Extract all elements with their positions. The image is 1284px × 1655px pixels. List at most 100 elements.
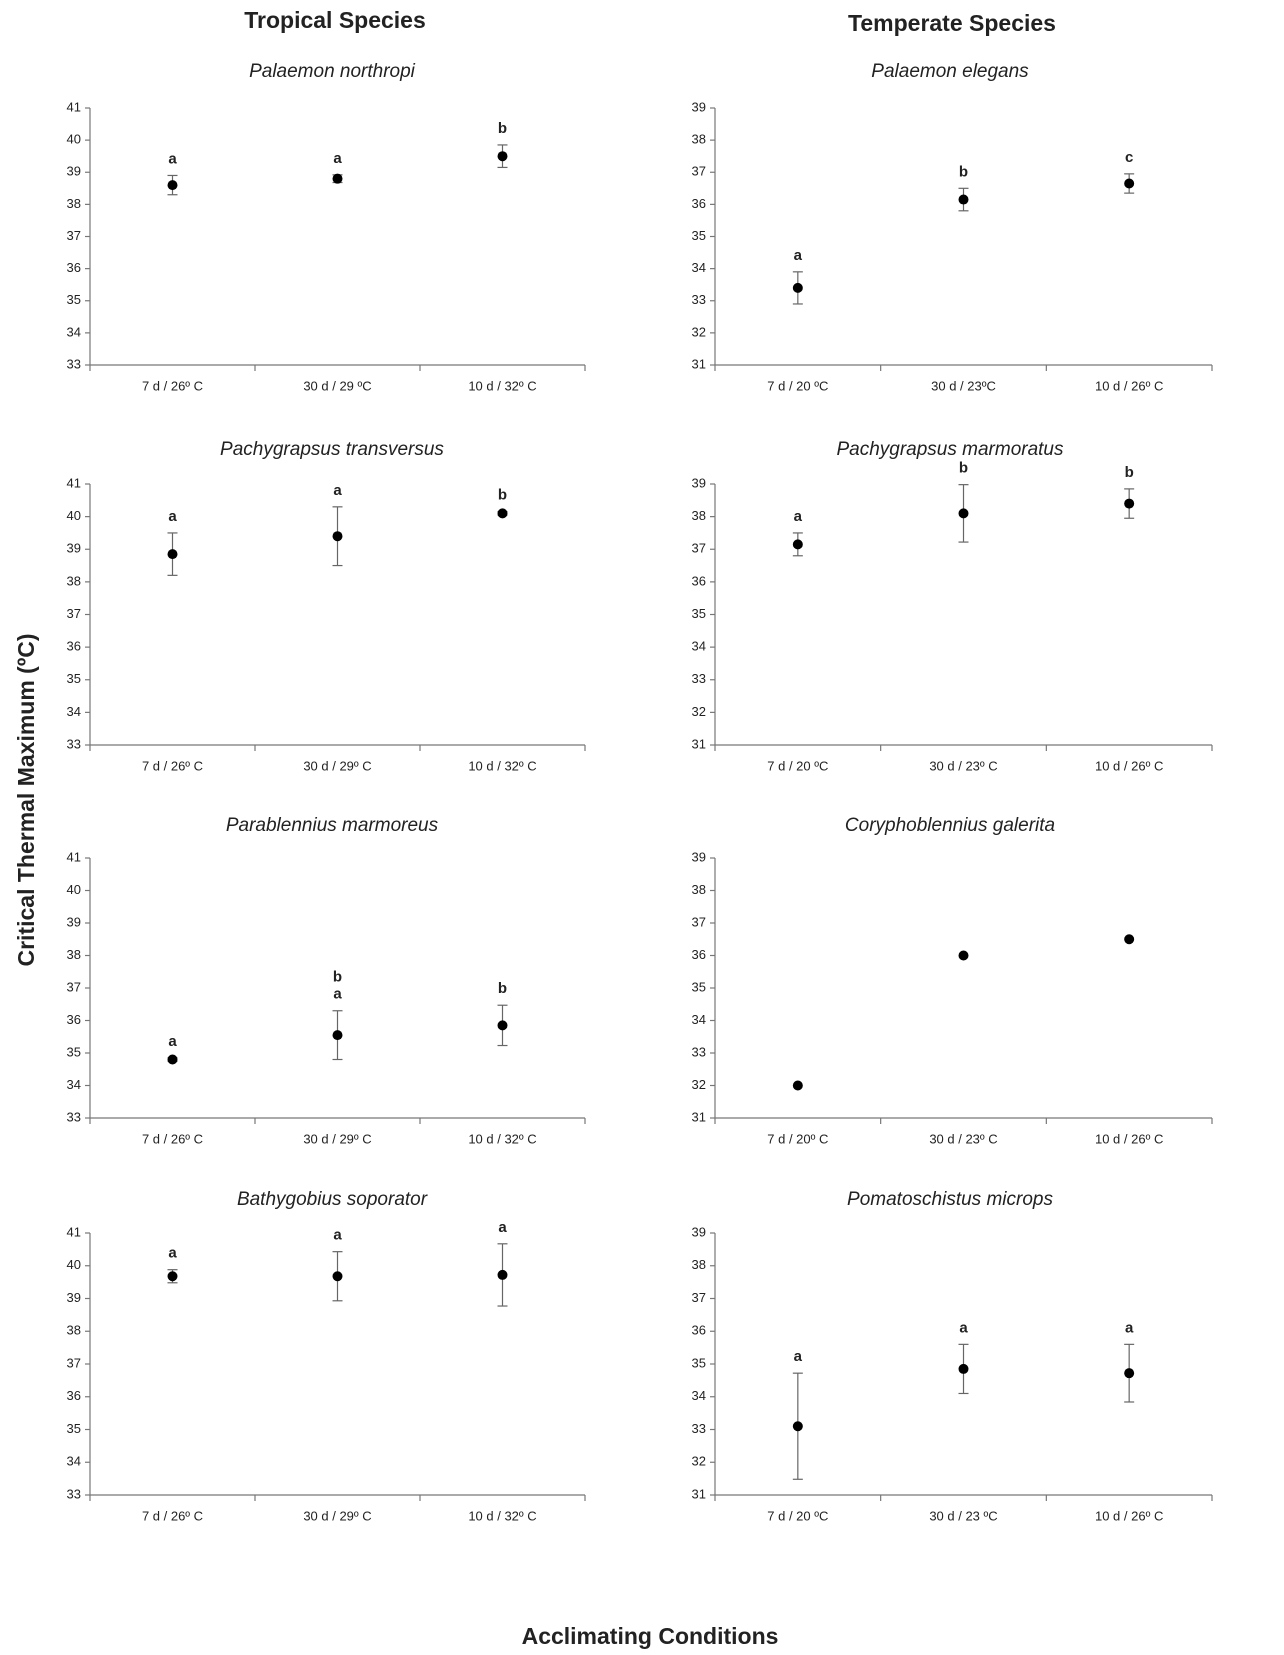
data-point [959, 508, 969, 518]
y-tick-label: 35 [67, 1421, 81, 1436]
y-tick-label: 32 [692, 1077, 706, 1092]
y-tick-label: 41 [67, 849, 81, 864]
x-tick-label: 10 d / 32º C [468, 378, 536, 393]
y-tick-label: 40 [67, 882, 81, 897]
x-tick-label: 30 d / 29º C [303, 758, 371, 773]
y-tick-label: 38 [692, 132, 706, 147]
data-point [498, 1020, 508, 1030]
x-tick-label: 30 d / 29 ºC [303, 378, 371, 393]
significance-letter: a [168, 508, 177, 525]
y-tick-label: 39 [692, 849, 706, 864]
y-tick-label: 39 [692, 99, 706, 114]
y-tick-label: 33 [692, 1044, 706, 1059]
significance-letter: a [333, 986, 342, 1003]
x-tick-label: 30 d / 23º C [929, 758, 997, 773]
y-tick-label: 32 [692, 1454, 706, 1469]
panel-title: Palaemon elegans [871, 61, 1029, 82]
y-tick-label: 38 [67, 196, 81, 211]
y-tick-label: 34 [692, 260, 706, 275]
significance-letter: a [794, 1348, 803, 1365]
significance-letter: b [498, 980, 507, 997]
data-point [1124, 934, 1134, 944]
panel-title: Coryphoblennius galerita [845, 815, 1055, 836]
y-tick-label: 34 [692, 1388, 706, 1403]
y-tick-label: 35 [692, 979, 706, 994]
y-tick-label: 31 [692, 1486, 706, 1501]
y-tick-label: 36 [692, 947, 706, 962]
y-tick-label: 39 [692, 475, 706, 490]
x-tick-label: 30 d / 23ºC [931, 378, 996, 393]
column-title: Temperate Species [848, 10, 1056, 36]
data-point [959, 1364, 969, 1374]
y-tick-label: 34 [67, 324, 81, 339]
y-tick-label: 33 [692, 1421, 706, 1436]
significance-letter: a [959, 1319, 968, 1336]
y-tick-label: 34 [67, 704, 81, 719]
y-tick-label: 35 [67, 671, 81, 686]
data-point [793, 1421, 803, 1431]
y-tick-label: 33 [67, 356, 81, 371]
y-tick-label: 35 [67, 1044, 81, 1059]
y-tick-label: 35 [67, 292, 81, 307]
panel-title: Pachygrapsus transversus [220, 439, 444, 460]
y-tick-label: 38 [67, 573, 81, 588]
x-tick-label: 7 d / 20º C [767, 1131, 828, 1146]
y-tick-label: 34 [692, 1012, 706, 1027]
y-tick-label: 39 [67, 541, 81, 556]
y-tick-label: 35 [692, 606, 706, 621]
y-tick-label: 38 [67, 1323, 81, 1338]
x-tick-label: 7 d / 20 ºC [767, 378, 828, 393]
data-point [793, 283, 803, 293]
x-tick-label: 7 d / 20 ºC [767, 758, 828, 773]
y-tick-label: 36 [67, 1388, 81, 1403]
x-tick-label: 10 d / 26º C [1095, 378, 1163, 393]
significance-letter: b [498, 487, 507, 504]
y-tick-label: 36 [692, 196, 706, 211]
y-tick-label: 33 [692, 671, 706, 686]
data-point [333, 1271, 343, 1281]
y-tick-label: 41 [67, 475, 81, 490]
significance-letter: b [959, 163, 968, 180]
panel-title: Parablennius marmoreus [226, 815, 439, 836]
y-tick-label: 38 [692, 508, 706, 523]
y-tick-label: 39 [67, 164, 81, 179]
x-tick-label: 10 d / 26º C [1095, 1508, 1163, 1523]
y-tick-label: 39 [692, 1224, 706, 1239]
data-point [333, 174, 343, 184]
significance-letter: b [498, 120, 507, 137]
panel-title: Pomatoschistus microps [847, 1189, 1053, 1210]
y-tick-label: 33 [67, 1486, 81, 1501]
x-tick-label: 10 d / 26º C [1095, 1131, 1163, 1146]
y-tick-label: 35 [692, 1355, 706, 1370]
x-tick-label: 7 d / 26º C [142, 378, 203, 393]
y-tick-label: 32 [692, 704, 706, 719]
y-tick-label: 38 [692, 1257, 706, 1272]
significance-letter: a [333, 482, 342, 499]
y-tick-label: 31 [692, 736, 706, 751]
data-point [1124, 178, 1134, 188]
significance-letter: a [168, 150, 177, 167]
data-point [959, 951, 969, 961]
y-tick-label: 36 [67, 639, 81, 654]
significance-letter: a [498, 1219, 507, 1236]
significance-letter: a [168, 1033, 177, 1050]
x-tick-label: 7 d / 26º C [142, 758, 203, 773]
x-tick-label: 7 d / 26º C [142, 1131, 203, 1146]
y-tick-label: 37 [692, 914, 706, 929]
y-tick-label: 39 [67, 1290, 81, 1305]
data-point [498, 151, 508, 161]
y-tick-label: 37 [692, 541, 706, 556]
significance-letter: a [333, 150, 342, 167]
data-point [168, 1271, 178, 1281]
y-tick-label: 37 [67, 1355, 81, 1370]
x-tick-label: 7 d / 20 ºC [767, 1508, 828, 1523]
panel-title: Palaemon northropi [249, 61, 416, 82]
y-tick-label: 37 [692, 1290, 706, 1305]
significance-letter: c [1125, 149, 1133, 166]
y-axis-label: Critical Thermal Maximum (ºC) [13, 633, 39, 966]
x-tick-label: 10 d / 32º C [468, 1131, 536, 1146]
data-point [793, 539, 803, 549]
x-axis-label: Acclimating Conditions [522, 1623, 779, 1649]
y-tick-label: 40 [67, 508, 81, 523]
data-point [168, 1055, 178, 1065]
